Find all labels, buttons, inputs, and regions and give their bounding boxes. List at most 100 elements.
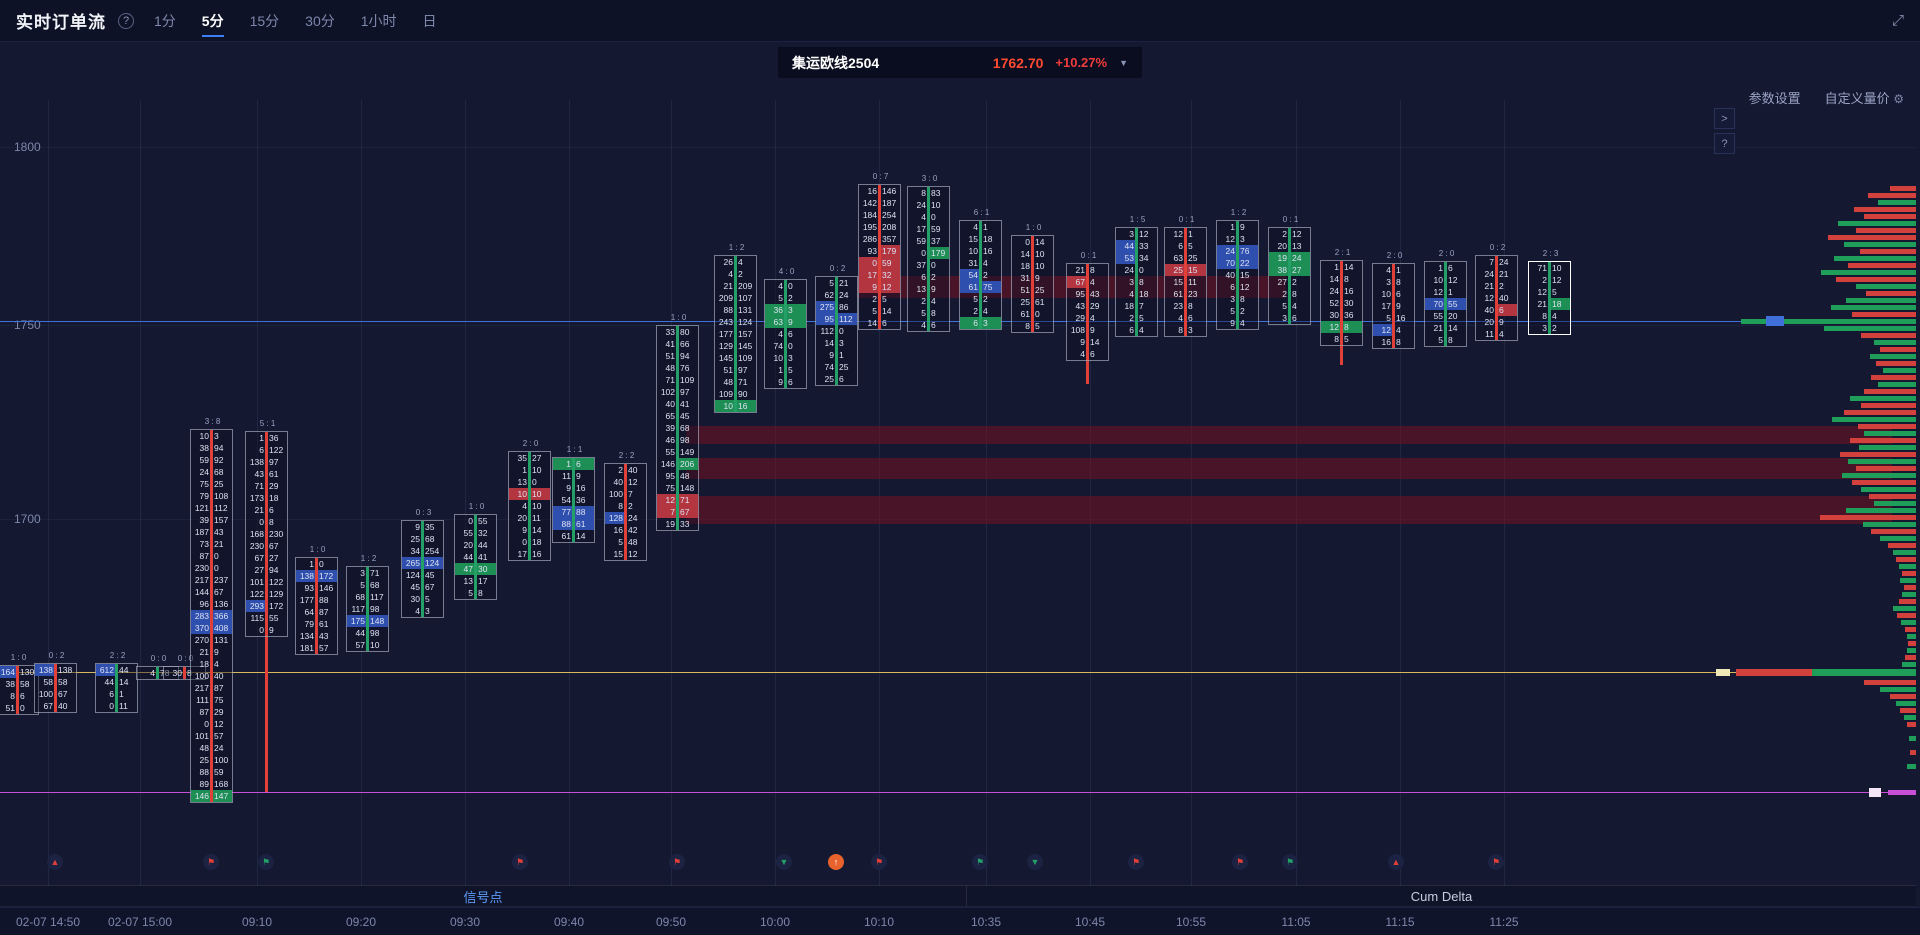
ask-cell: 59 xyxy=(931,224,941,234)
gridline-vertical xyxy=(1400,100,1401,886)
footprint-row: 34 254 xyxy=(402,545,443,557)
bid-cell: 11 xyxy=(1485,329,1494,339)
volume-profile-bar xyxy=(1874,340,1916,345)
footprint-row: 270 131 xyxy=(191,634,232,646)
ask-cell: 15 xyxy=(1240,270,1250,280)
bid-cell: 87 xyxy=(199,551,209,561)
ask-cell: 18 xyxy=(532,537,542,547)
bid-cell: 9 xyxy=(829,350,834,360)
footprint-row: 12 40 xyxy=(1476,292,1517,304)
bid-cell: 10 xyxy=(509,488,528,500)
param-settings-button[interactable]: 参数设置 xyxy=(1748,91,1801,106)
bid-cell: 4 xyxy=(973,222,978,232)
ask-cell: 33 xyxy=(1139,241,1149,251)
ask-cell: 5 xyxy=(1188,241,1193,251)
ask-cell: 14 xyxy=(1448,323,1458,333)
bid-cell: 6 xyxy=(960,317,979,329)
time-label: 09:20 xyxy=(345,915,377,929)
ask-cell: 17 xyxy=(478,576,488,586)
timeframe-tab[interactable]: 日 xyxy=(422,12,437,29)
volume-profile-bar xyxy=(1860,249,1916,254)
ask-cell: 0 xyxy=(1035,309,1040,319)
collapse-panel-button[interactable]: > xyxy=(1714,108,1735,129)
volume-profile-bar xyxy=(1846,298,1916,303)
footprint-row: 2 12 xyxy=(1529,274,1570,286)
lower-magenta-line xyxy=(0,792,1916,793)
instrument-selector[interactable]: 集运欧线2504 1762.70 +10.27% ▼ xyxy=(778,47,1142,78)
volume-profile-bar xyxy=(1831,305,1916,310)
time-axis[interactable]: 02-07 14:50 02-07 15:00 09:10 09:20 09:30 09:… xyxy=(0,907,1920,935)
footprint-candle: 2 : 1 1 14 14 8 24 16 52 30 30 36 12 8 8 5 xyxy=(1320,248,1363,346)
candle-direction-line xyxy=(676,326,679,530)
ask-cell: 61 xyxy=(575,518,594,530)
candle-direction-line xyxy=(1548,262,1551,334)
ask-cell: 6 xyxy=(931,320,936,330)
bid-cell: 20 xyxy=(463,540,473,550)
time-label: 09:50 xyxy=(655,915,687,929)
bid-cell: 14 xyxy=(867,318,877,328)
timeframe-tab[interactable]: 1小时 xyxy=(360,12,397,29)
ask-cell: 55 xyxy=(1447,298,1466,310)
footprint-row: 13 0 xyxy=(509,476,550,488)
footprint-row: 51 94 xyxy=(657,350,698,362)
volume-profile-bar xyxy=(1848,263,1916,268)
custom-volume-button[interactable]: 自定义量价 ⚙ xyxy=(1825,88,1904,107)
footprint-candle: 1 : 0 0 55 55 32 20 44 44 41 47 30 13 17 5 8 xyxy=(454,502,497,600)
help-icon[interactable]: ? xyxy=(118,12,134,29)
cum-delta-label[interactable]: Cum Delta xyxy=(1410,888,1473,904)
ask-cell: 4 xyxy=(1552,311,1557,321)
footprint-row: 195 208 xyxy=(859,221,900,233)
bid-cell: 112 xyxy=(820,326,834,336)
candle-direction-line xyxy=(624,464,627,560)
ask-cell: 4 xyxy=(983,258,988,268)
footprint-row: 61 75 xyxy=(960,281,1001,293)
signal-panel-label[interactable]: 信号点 xyxy=(463,889,503,905)
bid-cell: 44 xyxy=(1116,240,1135,252)
bid-cell: 24 xyxy=(1124,265,1134,275)
footprint-row: 39 157 xyxy=(191,514,232,526)
footprint-row: 177 88 xyxy=(296,594,337,606)
bid-cell: 3 xyxy=(1386,277,1391,287)
ask-cell: 6 xyxy=(20,691,25,701)
footprint-row: 79 61 xyxy=(296,618,337,630)
footprint-row: 11 9 xyxy=(553,470,594,482)
ask-cell: 66 xyxy=(680,339,690,349)
candle-delta-header: 3 : 0 xyxy=(921,174,938,183)
footprint-row: 33 80 xyxy=(657,326,698,338)
ask-cell: 94 xyxy=(269,565,279,575)
footprint-row: 12 1 xyxy=(1425,286,1466,298)
bid-cell: 39 xyxy=(665,423,675,433)
footprint-row: 10 3 xyxy=(765,352,806,364)
timeframe-tab[interactable]: 15分 xyxy=(249,12,280,29)
volume-profile-bar xyxy=(1869,494,1916,499)
bid-cell: 286 xyxy=(862,234,877,244)
footprint-row: 134 43 xyxy=(296,630,337,642)
timeframe-tab[interactable]: 5分 xyxy=(201,5,224,37)
footprint-row: 43 61 xyxy=(246,468,287,480)
footprint-row: 164 130 xyxy=(0,666,38,678)
upper-blue-line xyxy=(0,321,1916,322)
candle-tail-line xyxy=(1086,359,1089,384)
fullscreen-icon[interactable]: ⤢ xyxy=(1891,12,1904,29)
bid-cell: 4 xyxy=(1080,349,1085,359)
ask-cell: 0 xyxy=(839,326,844,336)
volume-profile-bar xyxy=(1861,403,1916,408)
bid-cell: 100 xyxy=(608,489,623,499)
footprint-row: 38 58 xyxy=(0,678,38,690)
ask-cell: 108 xyxy=(214,491,229,501)
timeframe-tab[interactable]: 30分 xyxy=(305,12,335,29)
bid-cell: 5 xyxy=(973,294,978,304)
bid-cell: 15 xyxy=(1173,277,1183,287)
panel-help-button[interactable]: ? xyxy=(1714,133,1735,154)
timeframe-tab[interactable]: 1分 xyxy=(154,12,176,29)
ask-cell: 0 xyxy=(788,281,793,291)
bid-cell: 95 xyxy=(665,471,675,481)
footprint-row: 74 0 xyxy=(765,340,806,352)
ask-cell: 29 xyxy=(269,481,279,491)
time-label: 10:00 xyxy=(759,915,791,929)
footprint-row: 21 18 xyxy=(1529,298,1570,310)
